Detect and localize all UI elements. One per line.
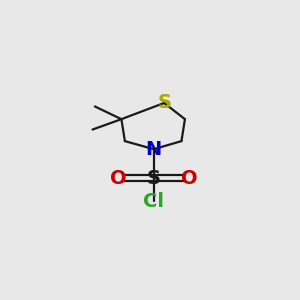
Text: S: S	[147, 169, 161, 188]
Text: O: O	[181, 169, 197, 188]
Text: N: N	[146, 140, 162, 159]
Text: O: O	[110, 169, 127, 188]
Text: Cl: Cl	[143, 192, 164, 211]
Text: S: S	[157, 94, 171, 112]
